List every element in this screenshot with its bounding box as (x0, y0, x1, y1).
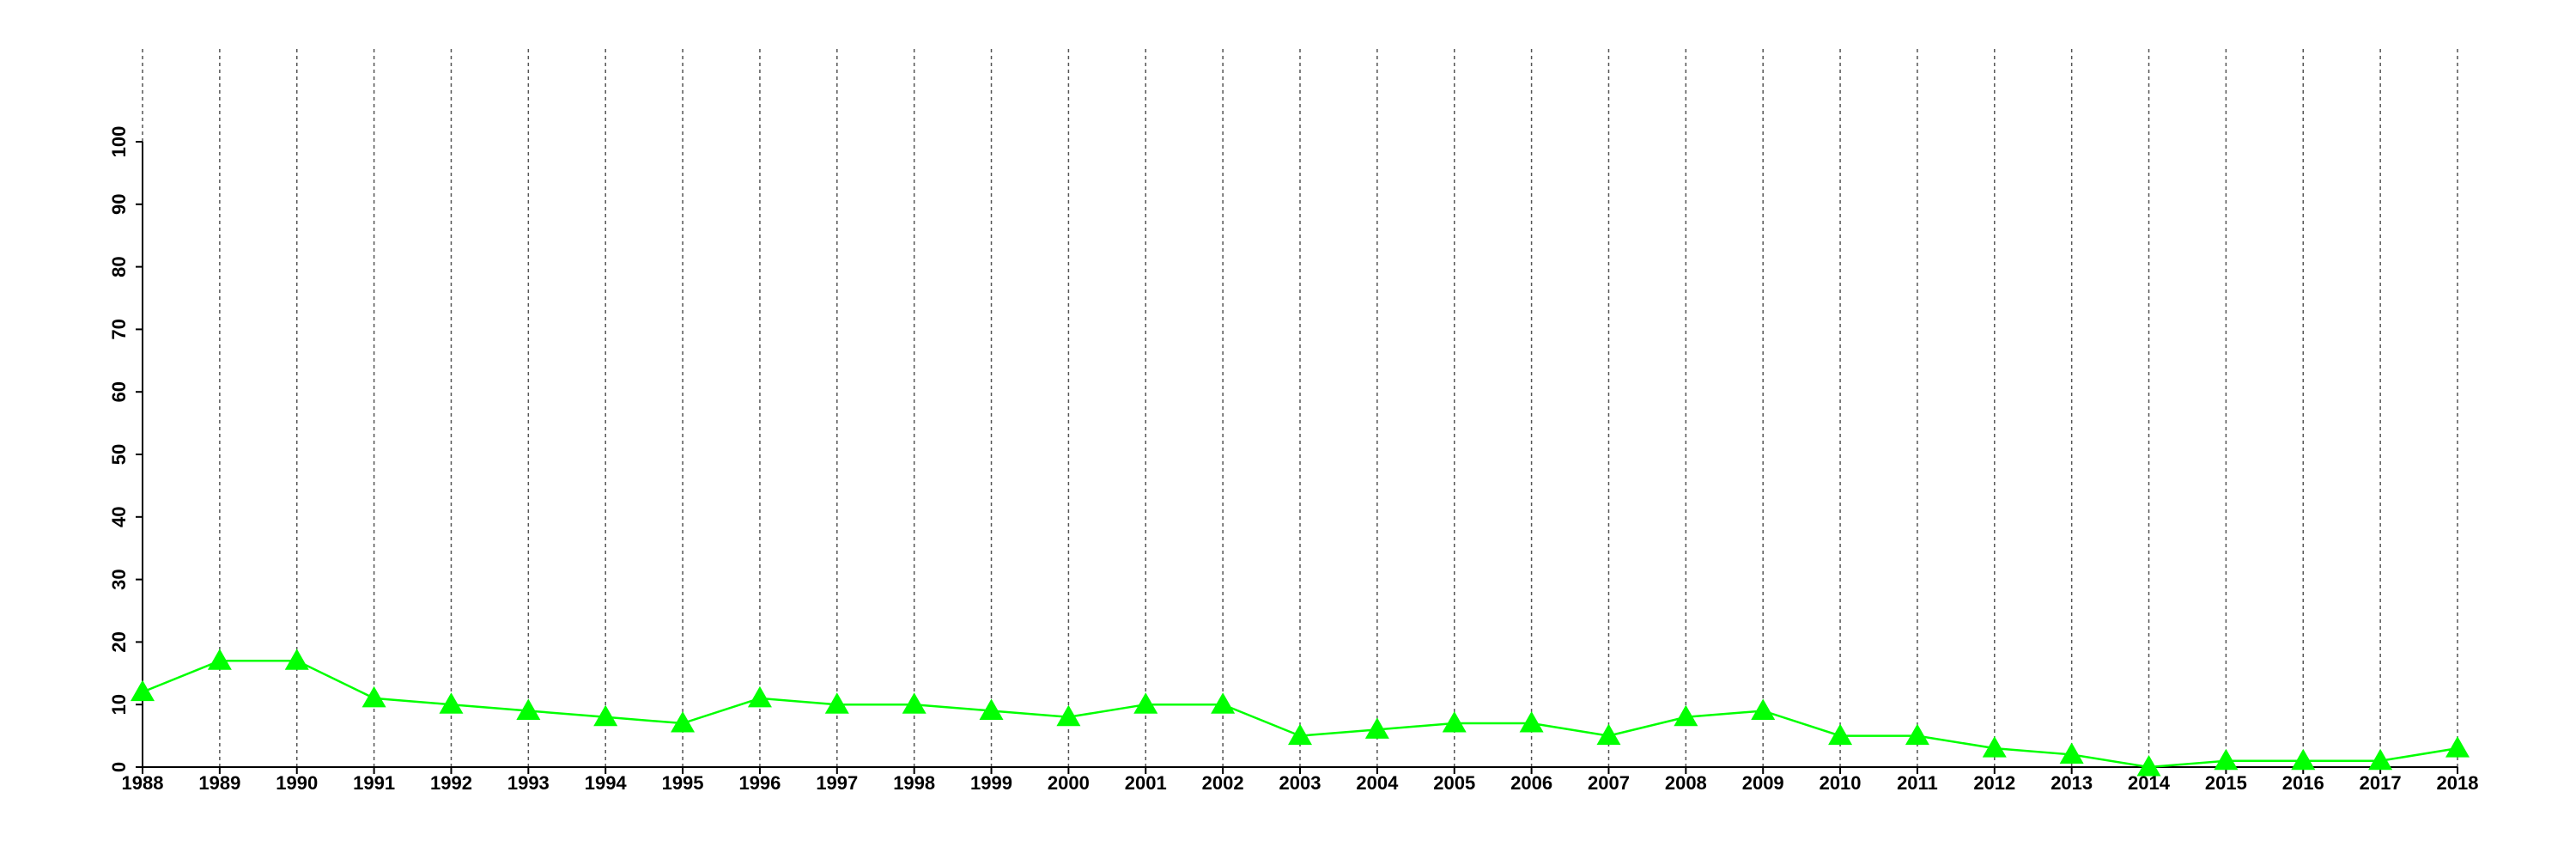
y-tick-label: 90 (108, 194, 130, 215)
x-tick-label: 2016 (2282, 772, 2324, 794)
marker (2059, 742, 2084, 764)
x-tick-label: 2017 (2360, 772, 2402, 794)
marker (439, 692, 464, 714)
x-tick-label: 2002 (1202, 772, 1244, 794)
marker (207, 649, 232, 670)
marker (1751, 698, 1776, 720)
x-tick-label: 1995 (662, 772, 704, 794)
marker (902, 692, 927, 714)
x-tick-label: 2007 (1588, 772, 1630, 794)
x-tick-label: 2009 (1742, 772, 1784, 794)
marker (2291, 748, 2316, 771)
marker (1442, 711, 1467, 733)
x-tick-label: 2001 (1125, 772, 1167, 794)
x-tick-label: 2012 (1973, 772, 2015, 794)
marker (593, 704, 618, 727)
x-tick-label: 1993 (507, 772, 550, 794)
x-tick-label: 1999 (970, 772, 1012, 794)
x-tick-label: 1992 (430, 772, 472, 794)
marker (824, 692, 849, 714)
x-tick-label: 1991 (353, 772, 395, 794)
marker (1133, 692, 1158, 714)
x-tick-label: 2013 (2050, 772, 2093, 794)
y-tick-label: 20 (108, 631, 130, 652)
y-tick-label: 0 (108, 762, 130, 772)
marker (2445, 736, 2470, 758)
x-tick-label: 1988 (122, 772, 164, 794)
marker (2214, 748, 2239, 771)
y-tick-label: 80 (108, 256, 130, 277)
x-tick-label: 2010 (1820, 772, 1862, 794)
marker (671, 711, 696, 733)
marker (1056, 704, 1081, 727)
marker (361, 685, 386, 708)
marker (1905, 723, 1929, 746)
marker (979, 698, 1004, 720)
x-tick-label: 2018 (2437, 772, 2479, 794)
x-tick-label: 1994 (585, 772, 628, 794)
marker (1519, 711, 1544, 733)
marker (1982, 736, 2007, 758)
marker (1288, 723, 1312, 746)
marker (516, 698, 541, 720)
x-tick-label: 1998 (893, 772, 935, 794)
y-tick-label: 10 (108, 694, 130, 715)
x-tick-label: 2006 (1510, 772, 1552, 794)
marker (747, 685, 772, 708)
marker (1828, 723, 1853, 746)
x-tick-label: 2011 (1897, 772, 1938, 794)
marker (284, 649, 309, 670)
marker (1596, 723, 1621, 746)
marker (1364, 717, 1389, 739)
y-tick-label: 70 (108, 319, 130, 339)
marker (2136, 755, 2161, 777)
x-tick-label: 1997 (816, 772, 858, 794)
x-tick-label: 1990 (276, 772, 318, 794)
x-tick-label: 2005 (1433, 772, 1475, 794)
marker (1211, 692, 1236, 714)
marker (1674, 704, 1698, 727)
x-tick-label: 2015 (2205, 772, 2247, 794)
marker (131, 679, 155, 702)
marker (2368, 748, 2393, 771)
x-tick-label: 1989 (198, 772, 240, 794)
x-tick-label: 2003 (1279, 772, 1321, 794)
y-tick-label: 40 (108, 507, 130, 527)
x-tick-label: 2000 (1048, 772, 1090, 794)
y-tick-label: 60 (108, 381, 130, 402)
x-tick-label: 1996 (738, 772, 781, 794)
y-tick-label: 100 (108, 126, 130, 158)
x-tick-label: 2004 (1356, 772, 1399, 794)
x-tick-label: 2008 (1665, 772, 1707, 794)
y-tick-label: 50 (108, 444, 130, 465)
y-tick-label: 30 (108, 569, 130, 589)
